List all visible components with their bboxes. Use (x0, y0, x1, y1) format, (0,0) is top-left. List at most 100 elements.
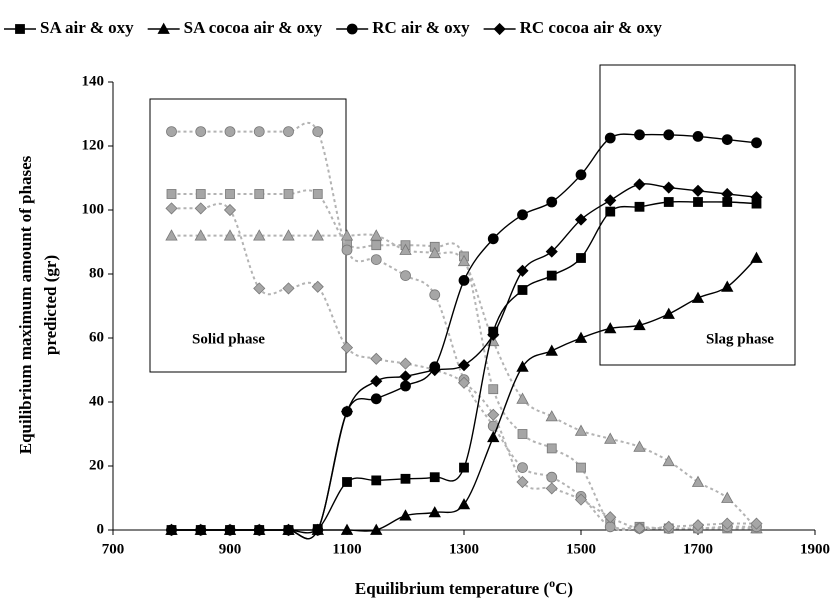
legend: SA air & oxy SA cocoa air & oxy RC air & o… (4, 18, 662, 37)
marker (340, 229, 354, 241)
marker (574, 213, 588, 226)
marker (282, 282, 295, 295)
marker (312, 189, 323, 199)
y-axis-title: predicted (gr) (41, 255, 60, 355)
marker (341, 244, 353, 256)
marker (400, 473, 411, 484)
series-line (171, 257, 757, 532)
x-tick-label: 1700 (683, 541, 713, 557)
marker (195, 189, 206, 199)
marker (370, 393, 382, 405)
marker (604, 511, 617, 524)
marker (488, 384, 499, 395)
marker (517, 285, 528, 295)
marker (487, 233, 499, 245)
marker (428, 246, 441, 259)
x-tick-label: 1100 (332, 541, 361, 557)
marker (691, 184, 705, 197)
marker (516, 360, 529, 372)
marker (517, 462, 528, 474)
marker (750, 191, 763, 204)
marker (721, 134, 733, 146)
marker (576, 253, 586, 263)
marker (692, 130, 704, 142)
x-tick-label: 900 (219, 541, 242, 557)
legend-label: RC cocoa air & oxy (520, 18, 663, 37)
marker (693, 197, 703, 207)
marker (346, 23, 358, 35)
marker (721, 491, 734, 503)
y-tick-label: 60 (89, 329, 104, 345)
marker (517, 429, 528, 439)
marker (225, 189, 235, 199)
marker (662, 181, 675, 194)
marker (633, 318, 646, 331)
marker (311, 280, 324, 293)
marker (165, 229, 178, 241)
marker (223, 203, 237, 217)
marker (750, 517, 763, 530)
marker (516, 264, 529, 277)
x-axis-title: Equilibrium temperature (oC) (355, 576, 573, 598)
marker (165, 523, 178, 537)
marker (223, 523, 237, 537)
y-tick-label: 40 (89, 393, 104, 409)
x-tick-label: 1300 (449, 541, 479, 557)
marker (428, 363, 441, 377)
marker (546, 270, 557, 281)
marker (400, 270, 411, 282)
marker (282, 523, 295, 537)
marker (487, 328, 500, 341)
marker (253, 523, 266, 537)
marker (429, 289, 441, 301)
marker (459, 462, 469, 473)
marker (254, 189, 265, 199)
marker (311, 229, 324, 241)
marker (370, 375, 383, 388)
marker (604, 194, 617, 207)
marker (370, 254, 382, 266)
marker (400, 380, 411, 392)
marker (546, 196, 558, 208)
marker (458, 274, 470, 286)
marker (691, 475, 705, 487)
marker (574, 493, 588, 506)
marker (370, 523, 383, 535)
marker (311, 523, 324, 537)
marker (517, 209, 528, 221)
marker (312, 126, 324, 138)
marker (493, 22, 506, 36)
marker (604, 432, 617, 444)
marker (166, 189, 177, 199)
marker (195, 126, 207, 138)
marker (576, 462, 586, 473)
marker (574, 331, 588, 343)
marker (157, 22, 170, 34)
marker (633, 178, 646, 191)
marker (721, 517, 734, 530)
marker (457, 498, 471, 510)
annotation: Solid phase (192, 331, 265, 347)
marker (750, 251, 763, 263)
marker (662, 307, 675, 319)
marker (604, 521, 616, 533)
marker (604, 322, 617, 334)
marker (399, 357, 412, 370)
marker (604, 132, 616, 144)
legend-label: SA cocoa air & oxy (184, 18, 323, 37)
series-line (171, 121, 757, 531)
marker (429, 472, 440, 483)
marker (342, 477, 352, 487)
x-tick-label: 700 (102, 541, 125, 557)
marker (340, 523, 354, 535)
y-tick-label: 140 (82, 73, 105, 89)
marker (546, 471, 558, 483)
marker (633, 440, 646, 452)
y-tick-label: 0 (97, 521, 105, 537)
marker (370, 352, 383, 365)
marker (575, 169, 587, 181)
marker (721, 280, 734, 292)
marker (545, 344, 558, 356)
